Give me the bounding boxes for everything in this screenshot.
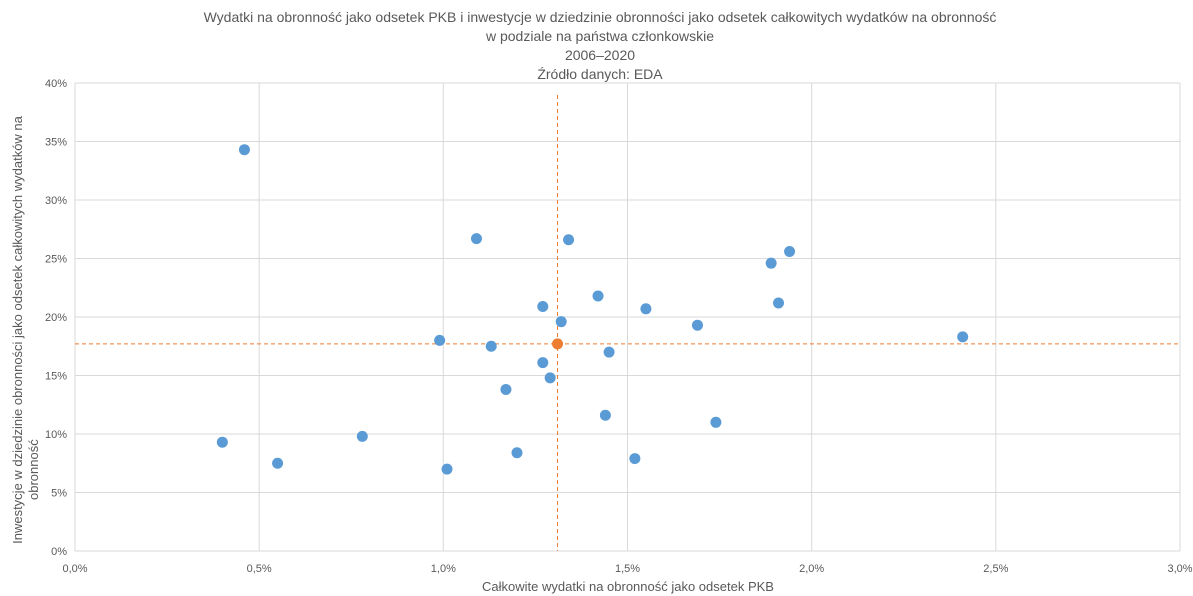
data-point — [537, 300, 549, 312]
x-tick-label: 0,5% — [247, 563, 272, 575]
chart-title-line-1: Wydatki na obronność jako odsetek PKB i … — [204, 9, 997, 25]
x-tick-label: 2,5% — [983, 563, 1008, 575]
x-tick-label: 1,5% — [615, 563, 640, 575]
data-point — [957, 331, 969, 343]
data-point — [272, 457, 284, 469]
chart-title: Wydatki na obronność jako odsetek PKB i … — [204, 9, 997, 82]
chart-title-line-4: Źródło danych: EDA — [537, 66, 663, 82]
data-point — [500, 384, 512, 396]
data-point — [434, 334, 446, 346]
data-point — [640, 303, 652, 315]
data-points — [216, 144, 969, 475]
data-point — [563, 234, 575, 246]
y-tick-label: 30% — [45, 195, 67, 207]
data-point — [592, 290, 604, 302]
y-tick-label: 0% — [51, 546, 67, 558]
data-point — [765, 257, 777, 269]
data-point — [356, 430, 368, 442]
x-tick-label: 2,0% — [799, 563, 824, 575]
y-axis-title-line-1: Inwestycje w dziedzinie obronności jako … — [10, 115, 25, 544]
data-point — [773, 297, 785, 309]
data-point — [603, 346, 615, 358]
data-point — [599, 409, 611, 421]
chart-title-line-3: 2006–2020 — [565, 47, 635, 63]
y-tick-label: 40% — [45, 78, 67, 90]
y-tick-label: 15% — [45, 371, 67, 383]
y-tick-label: 10% — [45, 429, 67, 441]
y-tick-label: 25% — [45, 254, 67, 266]
y-axis-title-line-2: obronność — [26, 439, 41, 500]
x-tick-label: 1,0% — [431, 563, 456, 575]
average-point — [552, 338, 564, 350]
y-tick-label: 20% — [45, 312, 67, 324]
grid-lines — [74, 82, 1181, 552]
data-point — [470, 233, 482, 245]
y-tick-label: 35% — [45, 137, 67, 149]
data-point — [238, 144, 250, 156]
data-point — [784, 245, 796, 257]
y-axis-title: Inwestycje w dziedzinie obronności jako … — [10, 115, 41, 544]
data-point — [485, 340, 497, 352]
data-point — [710, 416, 722, 428]
x-tick-label: 0,0% — [62, 563, 87, 575]
y-tick-label: 5% — [51, 488, 67, 500]
x-tick-label: 3,0% — [1167, 563, 1192, 575]
data-point — [691, 319, 703, 331]
tick-labels: 0% 5% 10% 15% 20% 25% 30% 35% 40% 0,0% 0,5% 1,0% 1,5… — [45, 78, 1193, 575]
chart-title-line-2: w podziale na państwa członkowskie — [485, 28, 714, 44]
x-axis-title: Całkowite wydatki na obronność jako odse… — [482, 579, 774, 594]
data-point — [441, 463, 453, 475]
data-point — [537, 357, 549, 369]
data-point — [216, 436, 228, 448]
data-point — [544, 372, 556, 384]
data-point — [511, 447, 523, 459]
data-point — [555, 316, 567, 328]
data-point — [629, 453, 641, 465]
